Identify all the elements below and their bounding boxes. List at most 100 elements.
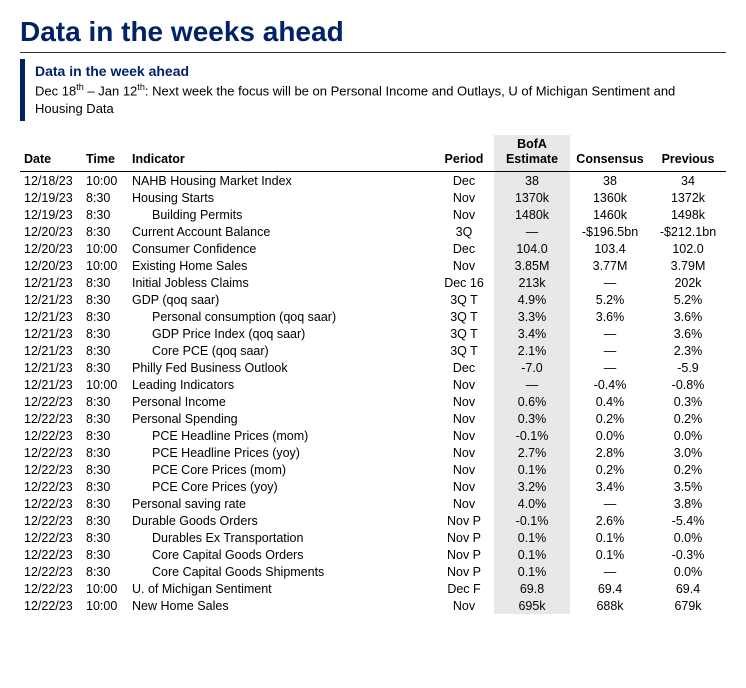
cell-estimate: 104.0 bbox=[494, 240, 570, 257]
cell-indicator: GDP (qoq saar) bbox=[128, 291, 434, 308]
cell-estimate: 213k bbox=[494, 274, 570, 291]
table-row: 12/21/2310:00Leading IndicatorsNov—-0.4%… bbox=[20, 376, 726, 393]
col-time: Time bbox=[82, 135, 128, 172]
cell-consensus: 0.2% bbox=[570, 410, 650, 427]
table-row: 12/21/238:30GDP Price Index (qoq saar)3Q… bbox=[20, 325, 726, 342]
cell-period: Nov bbox=[434, 206, 494, 223]
cell-previous: 3.79M bbox=[650, 257, 726, 274]
cell-date: 12/22/23 bbox=[20, 597, 82, 614]
cell-date: 12/20/23 bbox=[20, 257, 82, 274]
table-row: 12/22/2310:00U. of Michigan SentimentDec… bbox=[20, 580, 726, 597]
cell-consensus: — bbox=[570, 325, 650, 342]
cell-date: 12/21/23 bbox=[20, 308, 82, 325]
cell-consensus: 5.2% bbox=[570, 291, 650, 308]
cell-period: Nov P bbox=[434, 546, 494, 563]
cell-period: Nov P bbox=[434, 563, 494, 580]
cell-date: 12/18/23 bbox=[20, 172, 82, 190]
cell-date: 12/22/23 bbox=[20, 478, 82, 495]
cell-estimate: 3.4% bbox=[494, 325, 570, 342]
cell-indicator: PCE Headline Prices (yoy) bbox=[128, 444, 434, 461]
cell-date: 12/22/23 bbox=[20, 495, 82, 512]
cell-previous: 679k bbox=[650, 597, 726, 614]
cell-date: 12/22/23 bbox=[20, 410, 82, 427]
cell-indicator: PCE Core Prices (yoy) bbox=[128, 478, 434, 495]
col-consensus: Consensus bbox=[570, 135, 650, 172]
cell-estimate: 3.2% bbox=[494, 478, 570, 495]
cell-consensus: — bbox=[570, 359, 650, 376]
cell-estimate: 38 bbox=[494, 172, 570, 190]
cell-time: 10:00 bbox=[82, 257, 128, 274]
cell-estimate: 1370k bbox=[494, 189, 570, 206]
cell-consensus: 1460k bbox=[570, 206, 650, 223]
cell-period: Nov bbox=[434, 597, 494, 614]
table-row: 12/21/238:30Initial Jobless ClaimsDec 16… bbox=[20, 274, 726, 291]
cell-indicator: Consumer Confidence bbox=[128, 240, 434, 257]
cell-estimate: 0.1% bbox=[494, 461, 570, 478]
col-indicator: Indicator bbox=[128, 135, 434, 172]
cell-consensus: 1360k bbox=[570, 189, 650, 206]
cell-previous: 5.2% bbox=[650, 291, 726, 308]
cell-consensus: 69.4 bbox=[570, 580, 650, 597]
table-row: 12/21/238:30Personal consumption (qoq sa… bbox=[20, 308, 726, 325]
subtitle-block: Data in the week ahead Dec 18th – Jan 12… bbox=[20, 59, 726, 121]
cell-previous: 0.0% bbox=[650, 563, 726, 580]
cell-estimate: 0.1% bbox=[494, 529, 570, 546]
cell-estimate: 0.1% bbox=[494, 546, 570, 563]
cell-period: 3Q T bbox=[434, 308, 494, 325]
cell-time: 8:30 bbox=[82, 461, 128, 478]
cell-date: 12/22/23 bbox=[20, 393, 82, 410]
cell-estimate: 0.1% bbox=[494, 563, 570, 580]
cell-consensus: 3.6% bbox=[570, 308, 650, 325]
cell-period: Nov bbox=[434, 444, 494, 461]
cell-previous: -5.9 bbox=[650, 359, 726, 376]
cell-date: 12/20/23 bbox=[20, 240, 82, 257]
cell-time: 8:30 bbox=[82, 427, 128, 444]
cell-time: 10:00 bbox=[82, 580, 128, 597]
cell-time: 8:30 bbox=[82, 274, 128, 291]
table-row: 12/20/2310:00Consumer ConfidenceDec104.0… bbox=[20, 240, 726, 257]
table-row: 12/22/238:30Core Capital Goods OrdersNov… bbox=[20, 546, 726, 563]
cell-previous: 1498k bbox=[650, 206, 726, 223]
cell-estimate: — bbox=[494, 223, 570, 240]
cell-previous: 3.8% bbox=[650, 495, 726, 512]
cell-time: 10:00 bbox=[82, 172, 128, 190]
cell-estimate: 4.9% bbox=[494, 291, 570, 308]
cell-indicator: Durables Ex Transportation bbox=[128, 529, 434, 546]
cell-date: 12/19/23 bbox=[20, 189, 82, 206]
cell-previous: 69.4 bbox=[650, 580, 726, 597]
cell-time: 8:30 bbox=[82, 189, 128, 206]
cell-indicator: Personal saving rate bbox=[128, 495, 434, 512]
cell-indicator: Initial Jobless Claims bbox=[128, 274, 434, 291]
cell-previous: 3.6% bbox=[650, 308, 726, 325]
table-row: 12/22/238:30PCE Core Prices (yoy)Nov3.2%… bbox=[20, 478, 726, 495]
cell-time: 8:30 bbox=[82, 410, 128, 427]
table-row: 12/22/2310:00New Home SalesNov695k688k67… bbox=[20, 597, 726, 614]
cell-consensus: — bbox=[570, 274, 650, 291]
cell-date: 12/21/23 bbox=[20, 274, 82, 291]
cell-indicator: Existing Home Sales bbox=[128, 257, 434, 274]
cell-indicator: Personal consumption (qoq saar) bbox=[128, 308, 434, 325]
cell-estimate: -7.0 bbox=[494, 359, 570, 376]
subtitle-line2: Dec 18th – Jan 12th: Next week the focus… bbox=[35, 81, 726, 117]
cell-period: Nov bbox=[434, 189, 494, 206]
cell-previous: -$212.1bn bbox=[650, 223, 726, 240]
cell-consensus: 0.1% bbox=[570, 529, 650, 546]
cell-previous: 3.5% bbox=[650, 478, 726, 495]
cell-indicator: Personal Income bbox=[128, 393, 434, 410]
cell-time: 8:30 bbox=[82, 546, 128, 563]
cell-previous: -0.8% bbox=[650, 376, 726, 393]
cell-period: Nov bbox=[434, 427, 494, 444]
cell-indicator: Core Capital Goods Shipments bbox=[128, 563, 434, 580]
cell-period: 3Q T bbox=[434, 325, 494, 342]
cell-indicator: Philly Fed Business Outlook bbox=[128, 359, 434, 376]
cell-consensus: 103.4 bbox=[570, 240, 650, 257]
table-row: 12/19/238:30Building PermitsNov1480k1460… bbox=[20, 206, 726, 223]
cell-time: 8:30 bbox=[82, 393, 128, 410]
cell-time: 8:30 bbox=[82, 495, 128, 512]
cell-period: Dec F bbox=[434, 580, 494, 597]
cell-period: Dec bbox=[434, 359, 494, 376]
table-row: 12/22/238:30PCE Headline Prices (yoy)Nov… bbox=[20, 444, 726, 461]
cell-period: Nov bbox=[434, 461, 494, 478]
cell-time: 10:00 bbox=[82, 376, 128, 393]
cell-estimate: -0.1% bbox=[494, 512, 570, 529]
